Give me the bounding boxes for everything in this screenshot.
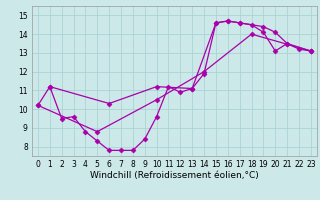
X-axis label: Windchill (Refroidissement éolien,°C): Windchill (Refroidissement éolien,°C): [90, 171, 259, 180]
